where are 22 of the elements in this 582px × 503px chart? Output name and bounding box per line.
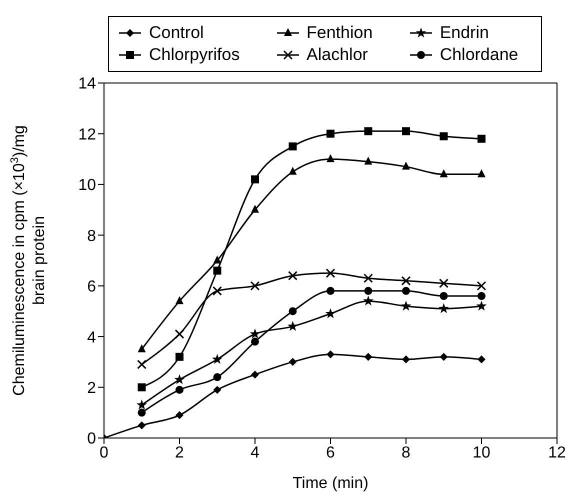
y-tick-label: 14 — [78, 76, 96, 93]
x-tick-label: 2 — [175, 444, 184, 462]
legend-label: Fenthion — [306, 23, 373, 43]
x-tick-label: 4 — [250, 444, 260, 462]
x-tick-label: 12 — [548, 444, 566, 462]
x-tick-label: 0 — [100, 444, 109, 462]
legend-label: Alachlor — [306, 45, 368, 65]
x-tick-label: 10 — [472, 444, 490, 462]
y-tick-label: 8 — [87, 228, 96, 245]
y-tick-label: 2 — [87, 380, 96, 397]
legend-label: Control — [149, 23, 204, 43]
x-tick-label: 8 — [402, 444, 411, 462]
legend-label: Chlordane — [440, 45, 518, 65]
x-axis-title: Time (min) — [292, 475, 368, 492]
y-tick-label: 6 — [87, 278, 96, 296]
y-tick-label: 12 — [78, 126, 96, 144]
legend-label: Chlorpyrifos — [149, 45, 240, 65]
y-tick-label: 0 — [87, 430, 96, 448]
y-tick-label: 4 — [87, 329, 96, 346]
y-tick-label: 10 — [78, 177, 96, 194]
legend-label: Endrin — [440, 23, 489, 43]
x-tick-label: 6 — [326, 444, 336, 462]
